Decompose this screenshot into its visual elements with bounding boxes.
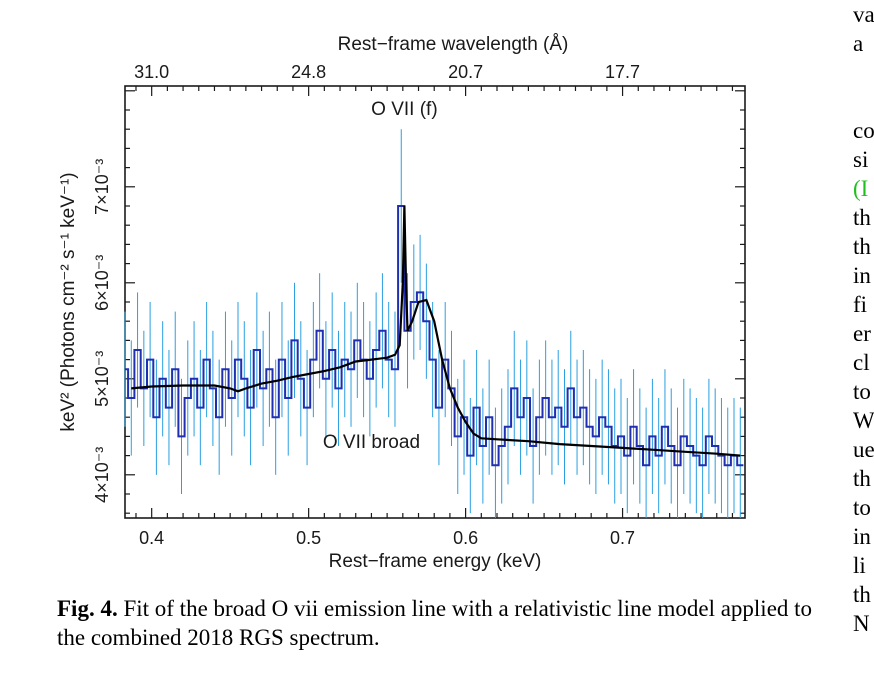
- axis-ticks: [125, 86, 745, 518]
- side-text-line: to: [853, 495, 871, 520]
- y-tick-label: 6×10⁻³: [92, 255, 112, 311]
- side-text-line: th: [853, 466, 871, 491]
- side-text-line: [853, 58, 874, 87]
- side-text-line: ue: [853, 437, 874, 462]
- x-axis-label: Rest−frame energy (keV): [329, 551, 542, 572]
- side-text-line: va: [853, 2, 874, 27]
- annotation-label: O VII broad: [323, 432, 420, 453]
- side-text-line: cl: [853, 350, 870, 375]
- x-tick-label: 0.7: [610, 528, 635, 548]
- y-tick-label: 5×10⁻³: [92, 351, 112, 407]
- data-step-line: [125, 205, 744, 467]
- top-tick-label: 20.7: [448, 62, 483, 82]
- x-tick-label: 0.5: [296, 528, 321, 548]
- figure-caption: Fig. 4. Fit of the broad O vii emission …: [57, 594, 837, 652]
- top-tick-label: 24.8: [291, 62, 326, 82]
- model-line: [131, 205, 741, 457]
- side-text-line: in: [853, 524, 871, 549]
- y-axis-label: keV² (Photons cm⁻² s⁻¹ keV⁻¹): [58, 172, 79, 431]
- caption-label: Fig. 4.: [57, 596, 118, 621]
- side-text-line: [853, 87, 874, 116]
- y-tick-label: 7×10⁻³: [92, 159, 112, 215]
- caption-text: Fit of the broad O vii emission line wit…: [57, 596, 813, 650]
- axis-labels: 0.4 0.5 0.6 0.7 31.0 24.8 20.7 17.7 4×10⁻³ 5×10⁻³…: [58, 34, 640, 572]
- side-text-line: co: [853, 118, 874, 143]
- side-text-line: li: [853, 553, 866, 578]
- spectrum-chart: 0.4 0.5 0.6 0.7 31.0 24.8 20.7 17.7 4×10⁻³ 5×10⁻³…: [58, 34, 746, 572]
- side-text-line: a: [853, 31, 864, 56]
- side-text-line: N: [853, 611, 870, 636]
- top-tick-label: 31.0: [134, 62, 169, 82]
- side-text-line: er: [853, 321, 871, 346]
- x-tick-label: 0.6: [453, 528, 478, 548]
- side-text-line: th: [853, 234, 871, 259]
- data-series: [124, 129, 744, 518]
- side-text-line: in: [853, 263, 871, 288]
- top-axis-label: Rest−frame wavelength (Å): [338, 34, 569, 55]
- x-tick-label: 0.4: [139, 528, 164, 548]
- annotation-label: O VII (f): [371, 99, 438, 120]
- side-text-line: th: [853, 205, 871, 230]
- side-text-line: W: [853, 408, 874, 433]
- side-text-line: si: [853, 147, 869, 172]
- side-text-line: th: [853, 582, 871, 607]
- side-text-line: to: [853, 379, 871, 404]
- side-text-line: (I: [853, 176, 869, 201]
- top-tick-label: 17.7: [605, 62, 640, 82]
- y-tick-label: 4×10⁻³: [92, 447, 112, 503]
- side-text-line: fi: [853, 292, 868, 317]
